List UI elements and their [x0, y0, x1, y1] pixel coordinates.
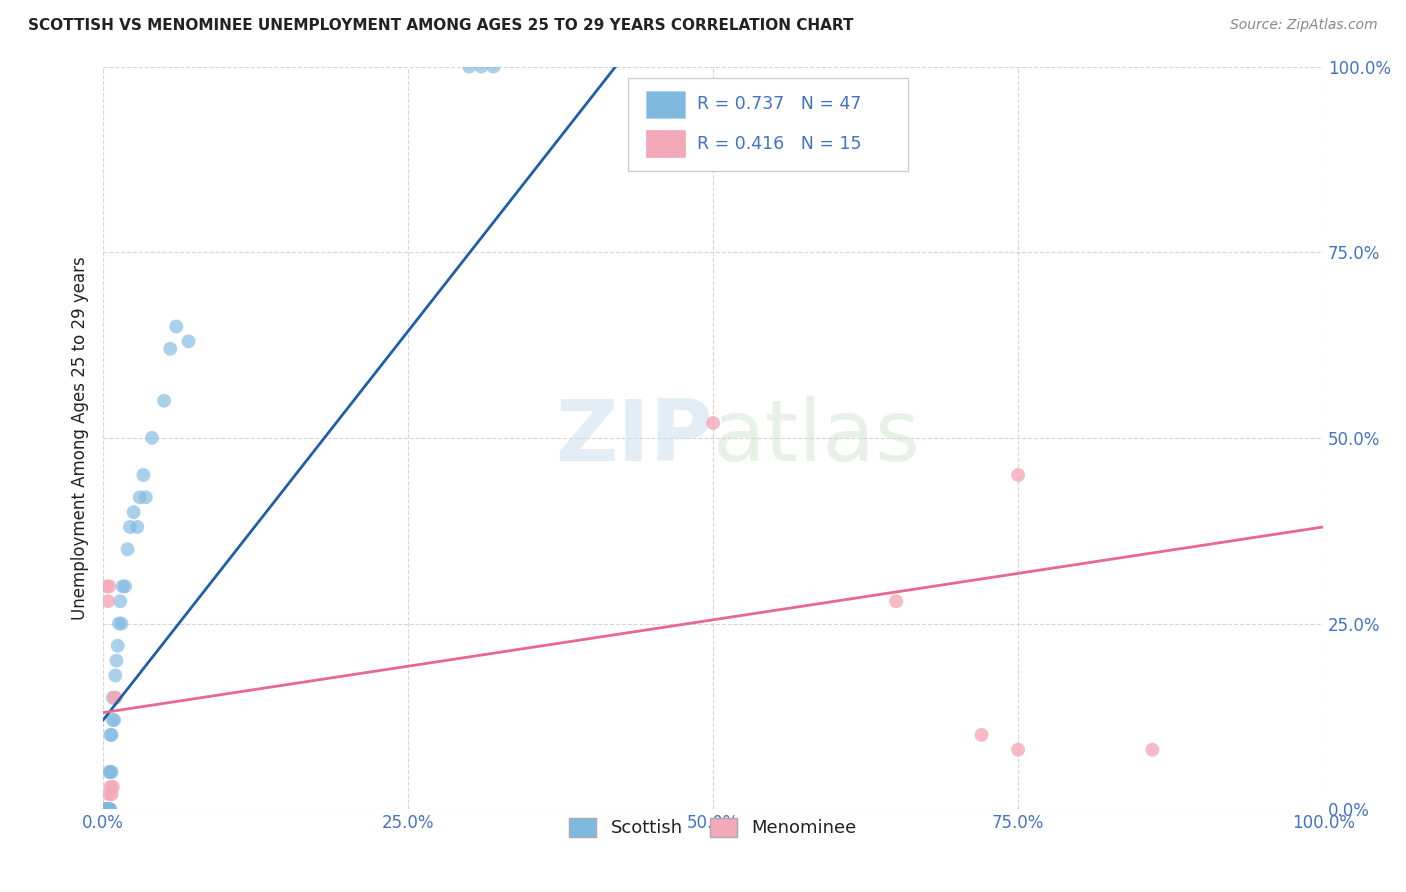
- Point: [98, 764, 121, 779]
- FancyBboxPatch shape: [645, 91, 685, 118]
- Point: [101, 780, 124, 794]
- Point: [100, 764, 122, 779]
- Point: [101, 713, 124, 727]
- Point: [165, 319, 187, 334]
- Point: [97, 802, 120, 816]
- Point: [458, 60, 481, 74]
- Point: [101, 690, 124, 705]
- Point: [702, 416, 724, 430]
- Point: [470, 60, 492, 74]
- Point: [135, 490, 157, 504]
- Point: [97, 802, 120, 816]
- Point: [127, 520, 149, 534]
- Point: [98, 802, 121, 816]
- Point: [159, 342, 181, 356]
- Text: Source: ZipAtlas.com: Source: ZipAtlas.com: [1230, 18, 1378, 32]
- Point: [117, 542, 139, 557]
- Point: [118, 520, 141, 534]
- Point: [111, 579, 134, 593]
- Point: [482, 60, 505, 74]
- Point: [104, 690, 127, 705]
- Point: [100, 764, 122, 779]
- Point: [100, 728, 122, 742]
- Point: [108, 616, 131, 631]
- Point: [100, 728, 122, 742]
- Point: [96, 802, 118, 816]
- Point: [141, 431, 163, 445]
- Text: atlas: atlas: [713, 396, 921, 479]
- Point: [98, 579, 121, 593]
- Point: [104, 690, 127, 705]
- Text: R = 0.737   N = 47: R = 0.737 N = 47: [697, 95, 862, 113]
- Point: [100, 780, 122, 794]
- Legend: Scottish, Menominee: Scottish, Menominee: [562, 811, 865, 845]
- Point: [100, 802, 122, 816]
- Point: [128, 490, 150, 504]
- Point: [110, 616, 132, 631]
- Point: [96, 802, 118, 816]
- Point: [1142, 743, 1164, 757]
- Point: [103, 713, 125, 727]
- Point: [884, 594, 907, 608]
- Text: ZIP: ZIP: [555, 396, 713, 479]
- Point: [105, 654, 128, 668]
- Point: [98, 802, 121, 816]
- Point: [96, 579, 118, 593]
- Point: [970, 728, 993, 742]
- Point: [94, 802, 117, 816]
- Point: [97, 594, 120, 608]
- Point: [96, 802, 118, 816]
- Point: [108, 594, 131, 608]
- Point: [132, 468, 155, 483]
- Point: [100, 787, 122, 801]
- Point: [96, 802, 118, 816]
- Point: [1007, 743, 1029, 757]
- FancyBboxPatch shape: [627, 78, 908, 170]
- Point: [97, 802, 120, 816]
- Point: [114, 579, 136, 593]
- Y-axis label: Unemployment Among Ages 25 to 29 years: Unemployment Among Ages 25 to 29 years: [72, 256, 89, 620]
- Point: [94, 802, 117, 816]
- Point: [107, 639, 129, 653]
- Point: [97, 802, 120, 816]
- Point: [1007, 468, 1029, 483]
- Point: [98, 802, 121, 816]
- Point: [104, 668, 127, 682]
- Text: R = 0.416   N = 15: R = 0.416 N = 15: [697, 135, 862, 153]
- Point: [103, 690, 125, 705]
- Point: [177, 334, 200, 349]
- FancyBboxPatch shape: [645, 130, 685, 157]
- Point: [98, 802, 121, 816]
- Point: [98, 787, 121, 801]
- Text: SCOTTISH VS MENOMINEE UNEMPLOYMENT AMONG AGES 25 TO 29 YEARS CORRELATION CHART: SCOTTISH VS MENOMINEE UNEMPLOYMENT AMONG…: [28, 18, 853, 33]
- Point: [153, 393, 176, 408]
- Point: [122, 505, 145, 519]
